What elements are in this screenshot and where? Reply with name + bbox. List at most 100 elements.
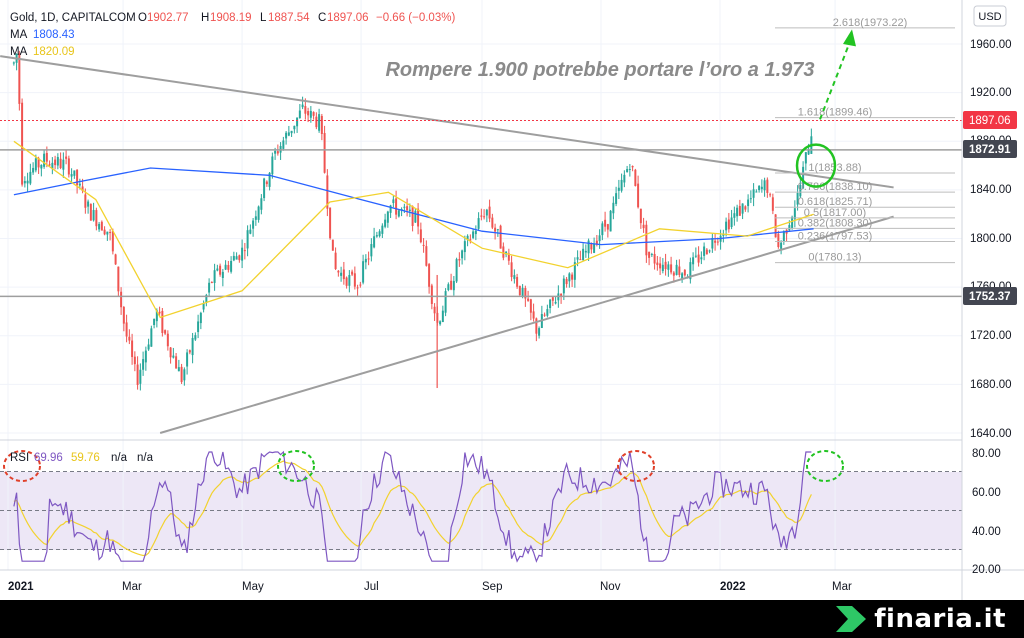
time-tick: Jul <box>364 581 379 593</box>
rsi-marker-green <box>277 450 315 482</box>
candle-body <box>213 270 216 283</box>
candle-body <box>551 297 554 301</box>
candle-body <box>439 321 442 325</box>
fib-label: 0.382(1808.30) <box>798 217 873 229</box>
candle-body <box>623 174 626 183</box>
candle-body <box>329 207 332 239</box>
candle-body <box>535 318 538 334</box>
candle-body <box>450 280 453 290</box>
candle-body <box>422 244 425 246</box>
candle-body <box>362 261 365 283</box>
candle-body <box>554 302 557 304</box>
candle-body <box>560 293 563 297</box>
candle-body <box>89 203 92 221</box>
high-value: 1908.19 <box>210 12 252 24</box>
rsi-na-1: n/a <box>111 452 128 464</box>
candle-body <box>45 152 48 162</box>
candle-body <box>510 262 513 278</box>
candle-body <box>518 285 521 296</box>
candle-body <box>744 206 747 210</box>
candle-body <box>590 243 593 250</box>
candle-body <box>51 162 54 169</box>
trendline <box>159 215 894 434</box>
candle-body <box>348 275 351 286</box>
close-value: 1897.06 <box>327 12 369 24</box>
candle-body <box>406 206 409 211</box>
candle-body <box>700 257 703 260</box>
candle-body <box>807 150 810 155</box>
candle-body <box>197 321 200 333</box>
candle-body <box>144 350 147 363</box>
brand[interactable]: finaria.it <box>836 604 1006 634</box>
candle-body <box>268 172 271 187</box>
candle-body <box>496 229 499 231</box>
candle-body <box>428 264 431 287</box>
candle-body <box>593 243 596 253</box>
candle-body <box>741 203 744 214</box>
fib-label: 0.618(1825.71) <box>798 196 873 208</box>
fib-label: 2.618(1973.22) <box>833 17 908 29</box>
candle-body <box>287 132 290 136</box>
gold-chart[interactable]: 2.618(1973.22)1.618(1899.46)1(1853.88)0.… <box>0 0 1024 600</box>
candle-body <box>524 288 527 299</box>
candle-body <box>546 309 549 316</box>
candle-body <box>34 158 37 171</box>
candle-body <box>488 206 491 219</box>
candle-body <box>461 250 464 259</box>
candle-body <box>238 255 241 261</box>
finaria-logo-icon <box>836 606 867 632</box>
candle-body <box>180 366 183 383</box>
candle-body <box>648 251 651 258</box>
candle-body <box>747 199 750 207</box>
annotation-text: Rompere 1.900 potrebbe portare l’oro a 1… <box>385 59 814 81</box>
candle-body <box>650 254 653 256</box>
candle-body <box>59 158 62 169</box>
ma-blue-line <box>13 167 814 246</box>
fib-label: 0.5(1817.00) <box>804 207 866 219</box>
candle-body <box>92 210 95 221</box>
currency-button[interactable]: USD <box>973 5 1007 27</box>
candle-body <box>447 284 450 290</box>
rsi-tick: 40.00 <box>972 526 1001 538</box>
candle-body <box>395 198 398 215</box>
price-axis: 1960.00 1920.00 1880.00 1840.00 1800.00 … <box>970 39 1012 440</box>
time-tick: 2021 <box>8 581 34 593</box>
candle-body <box>142 359 145 370</box>
candle-body <box>444 291 447 313</box>
candle-body <box>664 261 667 270</box>
candle-body <box>191 337 194 356</box>
candle-body <box>128 336 131 341</box>
price-tick: 1800.00 <box>970 233 1012 245</box>
candle-body <box>675 264 678 275</box>
candle-body <box>290 130 293 134</box>
candle-body <box>298 110 301 119</box>
fib-label: 0.236(1797.53) <box>798 231 873 243</box>
candle-body <box>106 231 109 235</box>
candle-body <box>158 311 161 314</box>
candle-body <box>766 179 769 193</box>
legend-header: Gold, 1D, CAPITALCOM O 1902.77 H 1908.19… <box>10 12 455 58</box>
candle-body <box>172 355 175 358</box>
candle-body <box>340 272 343 276</box>
candle-body <box>216 268 219 271</box>
candle-body <box>73 170 76 176</box>
candle-body <box>312 112 315 116</box>
chart-area[interactable]: 2.618(1973.22) 1.618(1899.46) 1(1853.88) 0.… <box>0 0 1024 600</box>
candle-body <box>678 266 681 275</box>
candle-body <box>386 211 389 223</box>
candle-body <box>263 178 266 199</box>
price-tick: 1680.00 <box>970 379 1012 391</box>
rsi-tick: 80.00 <box>972 448 1001 460</box>
candle-body <box>334 252 337 270</box>
ma-yellow-value: 1820.09 <box>33 46 75 58</box>
candle-body <box>249 229 252 234</box>
candle-body <box>612 202 615 214</box>
candle-body <box>353 273 356 287</box>
candle-body <box>188 350 191 353</box>
candle-body <box>433 306 436 314</box>
candle-body <box>485 209 488 216</box>
candle-body <box>26 180 29 184</box>
candle-body <box>169 347 172 358</box>
candle-body <box>76 169 79 186</box>
candles <box>12 50 813 391</box>
